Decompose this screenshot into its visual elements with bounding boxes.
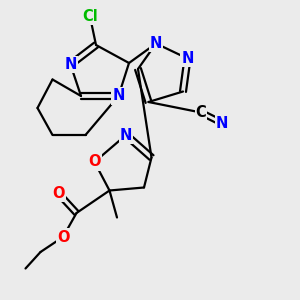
Text: O: O: [52, 186, 65, 201]
Text: N: N: [181, 51, 194, 66]
Text: N: N: [120, 128, 132, 142]
Text: N: N: [112, 88, 125, 104]
Text: Cl: Cl: [82, 9, 98, 24]
Text: C: C: [196, 105, 206, 120]
Text: O: O: [57, 230, 69, 244]
Text: N: N: [64, 57, 77, 72]
Text: N: N: [150, 36, 162, 51]
Text: O: O: [88, 154, 101, 169]
Text: N: N: [216, 116, 228, 130]
